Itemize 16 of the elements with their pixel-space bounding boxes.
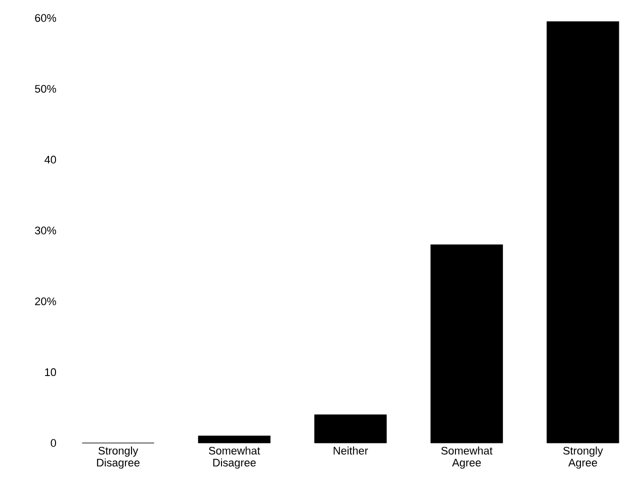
y-tick-label: 10 [45, 368, 56, 376]
y-tick-label: 20% [35, 297, 56, 306]
x-tick-label: Strongly Agree [563, 446, 603, 469]
x-tick-label: Neither [334, 446, 368, 455]
y-tick-label: 30% [34, 226, 56, 234]
y-tick-label: 50% [34, 84, 56, 93]
x-tick-label: Somewhat Disagree [208, 446, 260, 469]
x-tick-label: Strongly Disagree [97, 446, 140, 469]
bar [198, 436, 270, 444]
x-tick-label: Somewhat Agree [441, 446, 493, 469]
bar [430, 244, 503, 444]
bar [546, 21, 620, 444]
y-tick-label: 0 [50, 439, 56, 447]
bar [314, 414, 387, 444]
y-tick-label: 60% [35, 14, 56, 22]
y-tick-label: 40 [44, 156, 56, 164]
